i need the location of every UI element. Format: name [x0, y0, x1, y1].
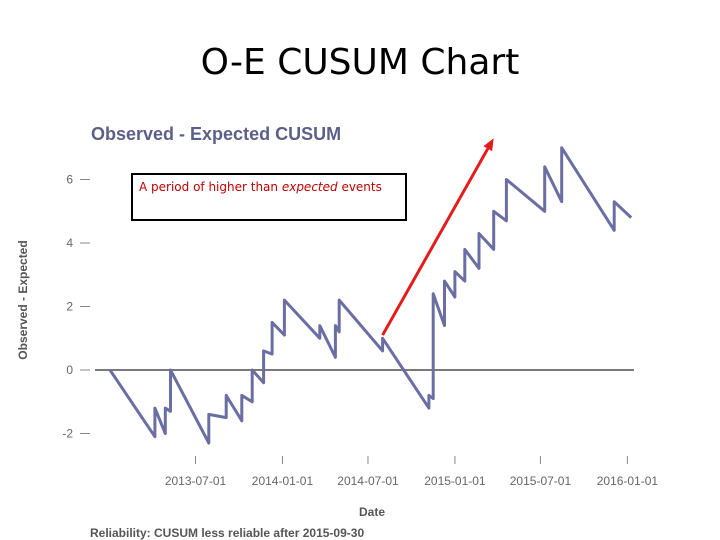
y-tick-label: 0: [66, 363, 73, 377]
annotation-text-end: events: [337, 180, 382, 194]
annotation-text-emphasis: expected: [281, 180, 338, 194]
annotation-callout: A period of higher than expected events: [131, 173, 407, 221]
arrow-shaft: [381, 147, 490, 336]
chart-title: Observed - Expected CUSUM: [91, 124, 341, 144]
y-tick-label: 2: [66, 300, 73, 314]
x-axis-label: Date: [359, 505, 385, 519]
x-tick-label: 2015-01-01: [424, 474, 486, 488]
y-tick-label: 4: [66, 236, 73, 250]
trend-arrow: [381, 138, 494, 336]
x-tick-label: 2016-01-01: [597, 474, 659, 488]
x-tick-label: 2013-07-01: [165, 474, 227, 488]
x-axis: 2013-07-01 2014-01-01 2014-07-01 2015-01-01…: [165, 456, 659, 488]
x-tick-label: 2014-07-01: [337, 474, 399, 488]
arrow-head: [483, 138, 494, 152]
cusum-series-line: [108, 146, 633, 445]
y-axis: -2 0 2 4 6: [62, 173, 90, 441]
slide-title: O-E CUSUM Chart: [200, 42, 520, 83]
y-tick-label: -2: [62, 427, 73, 441]
x-tick-label: 2015-07-01: [510, 474, 572, 488]
y-axis-label: Observed - Expected: [16, 240, 30, 359]
annotation-text-start: A period of higher than: [139, 180, 282, 194]
x-tick-label: 2014-01-01: [252, 474, 314, 488]
reliability-footnote: Reliability: CUSUM less reliable after 2…: [90, 526, 364, 540]
y-tick-label: 6: [66, 173, 73, 187]
